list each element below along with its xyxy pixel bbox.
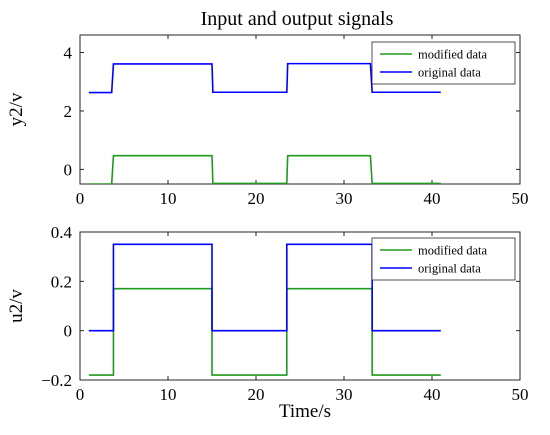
y-tick-label: 0.4 (51, 223, 73, 242)
y-axis-label: u2/v (6, 289, 27, 323)
y-tick-label: 4 (64, 44, 73, 63)
x-tick-label: 20 (248, 189, 265, 208)
x-tick-label: 40 (424, 189, 441, 208)
x-tick-label: 50 (512, 189, 529, 208)
legend: modified data original data (371, 41, 516, 85)
x-tick-label: 0 (76, 189, 85, 208)
series-line-original-data (88, 243, 441, 332)
axes-box (79, 231, 521, 381)
y-tick-label: −0.2 (41, 371, 72, 390)
y-axis-label: y2/v (6, 92, 27, 126)
series-line-original-data (88, 62, 441, 94)
legend-label: original data (418, 262, 481, 276)
y-tick-label: 0.2 (51, 272, 72, 291)
axes-box (79, 34, 521, 185)
legend-box (371, 237, 516, 281)
x-tick-label: 50 (512, 385, 529, 404)
series-line-modified-data (88, 287, 441, 376)
legend-box (371, 41, 516, 85)
series-line-modified-data (88, 154, 441, 184)
plots-container: 0 10 20 30 40 50 0 2 4 y2/v modified data original … (6, 34, 529, 404)
x-tick-label: 10 (160, 189, 177, 208)
subplot-1: 0 10 20 30 40 50 0 2 4 y2/v modified data original … (6, 34, 529, 208)
y-tick-label: 0 (64, 160, 73, 179)
x-tick-label: 30 (336, 385, 353, 404)
y-tick-label: 2 (64, 102, 73, 121)
x-tick-label: 20 (248, 385, 265, 404)
legend: modified data original data (371, 237, 516, 281)
figure-title: Input and output signals (201, 8, 394, 30)
legend-label: modified data (418, 244, 488, 258)
x-tick-label: 0 (76, 385, 85, 404)
y-tick-label: 0 (64, 322, 73, 341)
x-tick-label: 10 (160, 385, 177, 404)
x-tick-label: 30 (336, 189, 353, 208)
legend-label: original data (418, 66, 481, 80)
x-axis-label: Time/s (279, 401, 331, 422)
x-tick-label: 40 (424, 385, 441, 404)
legend-label: modified data (418, 48, 488, 62)
